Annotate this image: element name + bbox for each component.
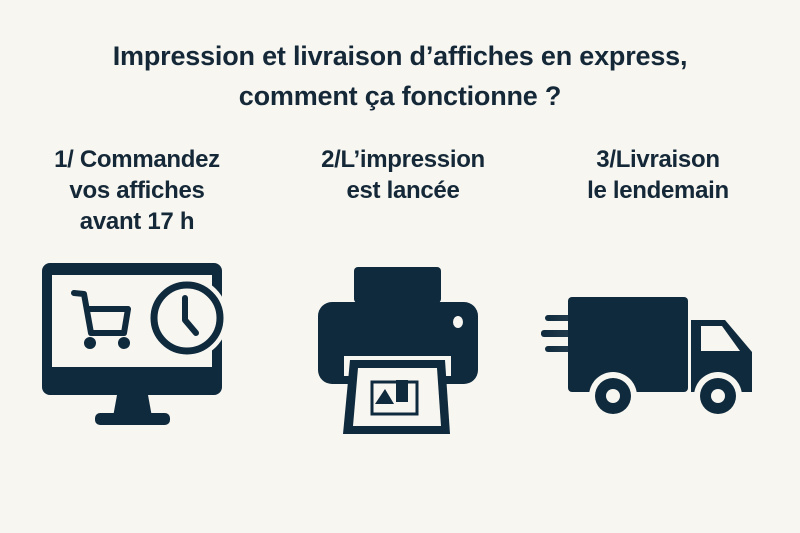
monitor-cart-clock-icon (42, 263, 228, 425)
clock-icon (146, 277, 228, 359)
step-2: 2/L’impression est lancée (273, 144, 533, 206)
step-1-line: avant 17 h (79, 208, 195, 235)
title-line-2: comment ça fonctionne ? (238, 81, 562, 111)
title-line-1: Impression et livraison d’affiches en ex… (112, 41, 688, 71)
step-1: 1/ Commandez vos affiches avant 17 h (7, 144, 267, 237)
step-1-line: 1/ Commandez (54, 146, 220, 173)
step-1-line: vos affiches (69, 177, 205, 204)
printer-icon (318, 267, 478, 434)
step-2-line: 2/L’impression (321, 146, 485, 173)
page-title: Impression et livraison d’affiches en ex… (0, 36, 800, 116)
step-2-line: est lancée (346, 177, 460, 204)
step-3-line: 3/Livraison (596, 146, 720, 173)
cart-icon (71, 290, 131, 336)
step-3-line: le lendemain (587, 177, 729, 204)
delivery-truck-icon (541, 297, 752, 420)
step-3: 3/Livraison le lendemain (528, 144, 788, 206)
